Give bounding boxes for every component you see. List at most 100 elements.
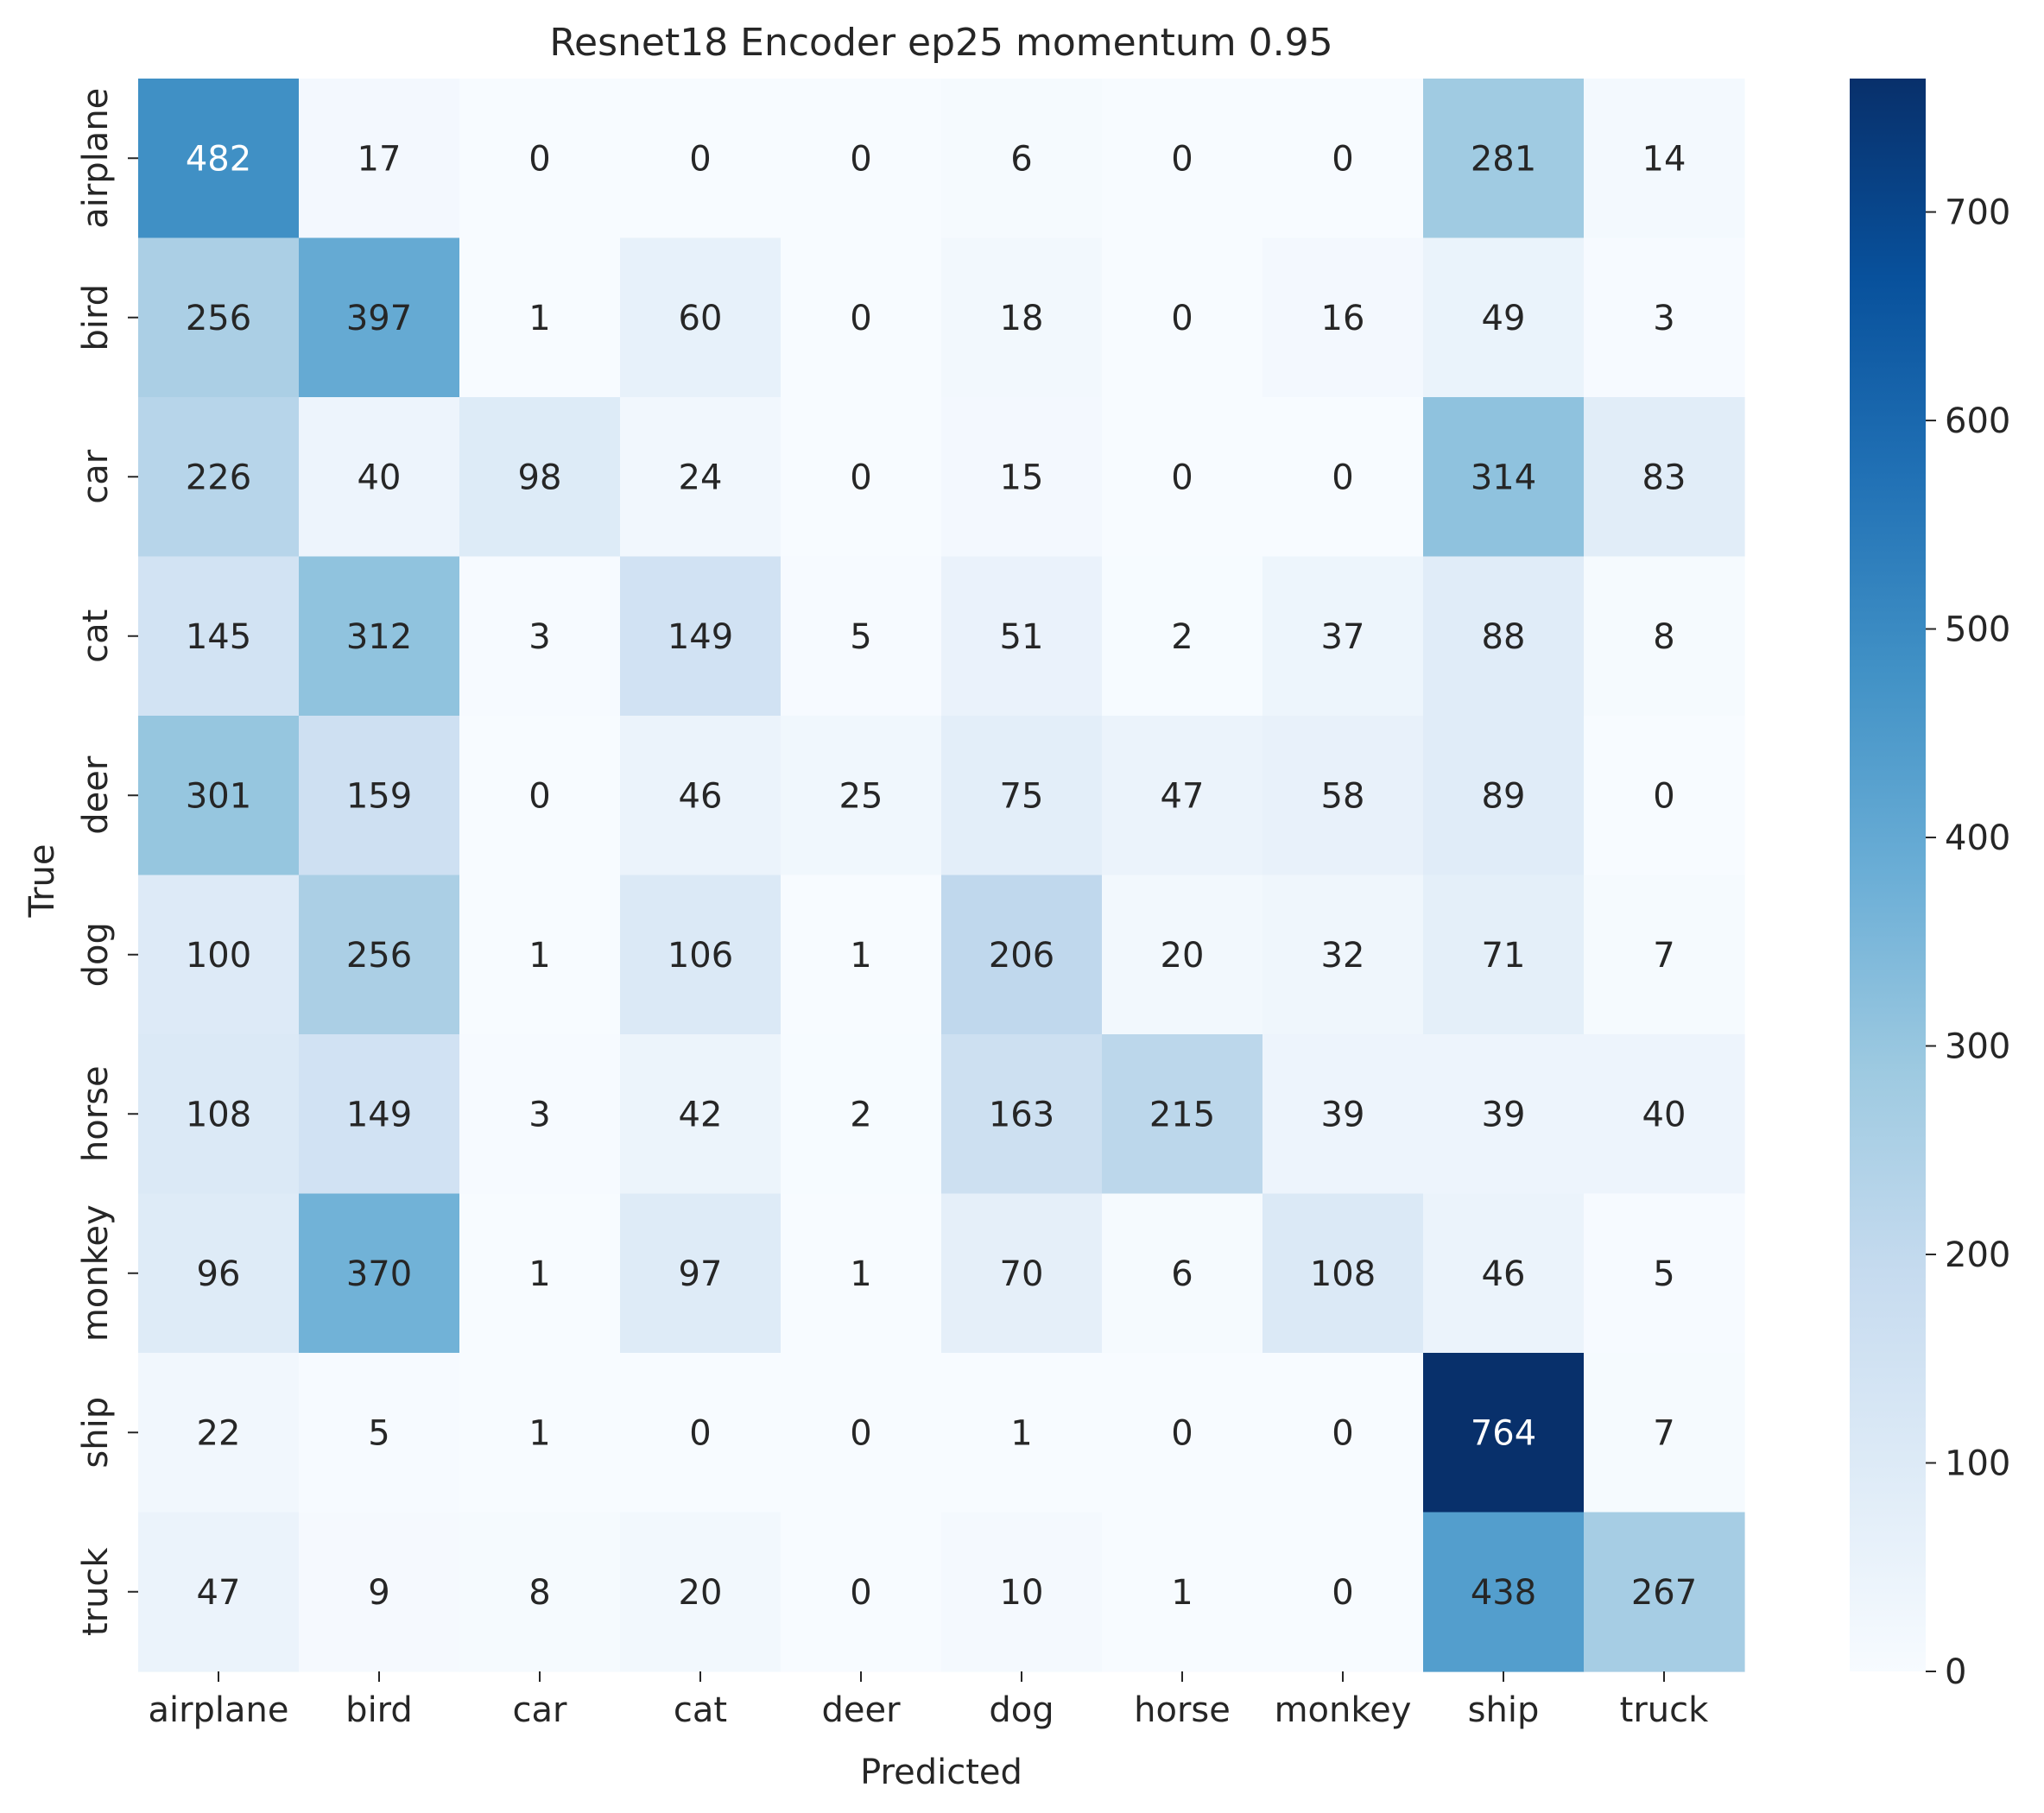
cell-value-label: 88 [1482, 617, 1526, 657]
heatmap-cell-airplane-cat [620, 79, 782, 239]
colorbar-tick-label: 0 [1945, 1652, 1966, 1692]
x-tick-label-ship: ship [1468, 1690, 1540, 1730]
cell-value-label: 60 [679, 299, 723, 338]
heatmap-cell-bird-bird [299, 237, 460, 398]
heatmap-cell-bird-cat [620, 237, 782, 398]
heatmap-cell-car-horse [1102, 397, 1263, 558]
heatmap-cell-ship-ship [1423, 1353, 1585, 1513]
cell-value-label: 3 [528, 617, 550, 657]
cell-value-label: 397 [346, 299, 412, 338]
heatmap-cell-dog-dog [941, 875, 1103, 1035]
cell-value-label: 281 [1471, 139, 1536, 179]
cell-value-label: 0 [689, 1413, 711, 1453]
x-tick-label-cat: cat [674, 1690, 727, 1730]
heatmap-cell-truck-car [459, 1512, 621, 1672]
heatmap-cell-car-truck [1584, 397, 1745, 558]
heatmap-cell-car-monkey [1262, 397, 1424, 558]
cell-value-label: 24 [679, 458, 723, 497]
heatmap-cell-bird-truck [1584, 237, 1745, 398]
cell-value-label: 0 [1332, 139, 1353, 179]
colorbar-tick-label: 300 [1945, 1027, 2010, 1067]
heatmap-cell-horse-dog [941, 1034, 1103, 1195]
cell-value-label: 1 [1171, 1573, 1193, 1613]
heatmap-cell-ship-car [459, 1353, 621, 1513]
heatmap-cell-bird-ship [1423, 237, 1585, 398]
cell-value-label: 0 [1171, 299, 1193, 338]
colorbar-tick-label: 400 [1945, 818, 2010, 858]
heatmap-cell-truck-horse [1102, 1512, 1263, 1672]
heatmap-cell-cat-deer [781, 556, 942, 717]
heatmap-cell-deer-truck [1584, 716, 1745, 876]
cell-value-label: 1 [1010, 1413, 1032, 1453]
heatmap-cell-airplane-ship [1423, 79, 1585, 239]
heatmap-cell-cat-car [459, 556, 621, 717]
cell-value-label: 159 [346, 776, 412, 816]
cell-value-label: 37 [1321, 617, 1365, 657]
cell-value-label: 51 [1000, 617, 1044, 657]
cell-value-label: 206 [989, 936, 1054, 976]
heatmap-cell-cat-ship [1423, 556, 1585, 717]
cell-value-label: 256 [346, 936, 412, 976]
cell-value-label: 312 [346, 617, 412, 657]
cell-value-label: 46 [1482, 1254, 1526, 1294]
heatmap-cell-ship-deer [781, 1353, 942, 1513]
cell-value-label: 16 [1321, 299, 1365, 338]
cell-value-label: 108 [1310, 1254, 1376, 1294]
heatmap-cell-horse-deer [781, 1034, 942, 1195]
heatmap-cell-airplane-monkey [1262, 79, 1424, 239]
heatmap-cell-monkey-airplane [138, 1193, 300, 1354]
cell-value-label: 47 [1161, 776, 1205, 816]
cell-value-label: 8 [528, 1573, 550, 1613]
heatmap-cell-car-ship [1423, 397, 1585, 558]
heatmap-cell-dog-bird [299, 875, 460, 1035]
heatmap-cell-cat-horse [1102, 556, 1263, 717]
cell-value-label: 2 [850, 1095, 871, 1134]
x-tick-label-dog: dog [989, 1690, 1054, 1730]
heatmap-cell-ship-dog [941, 1353, 1103, 1513]
heatmap-cell-ship-cat [620, 1353, 782, 1513]
heatmap-cell-bird-horse [1102, 237, 1263, 398]
heatmap-cell-car-airplane [138, 397, 300, 558]
chart-title: Resnet18 Encoder ep25 momentum 0.95 [549, 21, 1332, 65]
heatmap-cell-horse-cat [620, 1034, 782, 1195]
heatmap-cell-cat-monkey [1262, 556, 1424, 717]
heatmap-cell-deer-horse [1102, 716, 1263, 876]
y-tick-label-bird: bird [76, 284, 116, 351]
heatmap-cell-monkey-cat [620, 1193, 782, 1354]
cell-value-label: 96 [197, 1254, 241, 1294]
cell-value-label: 15 [1000, 458, 1044, 497]
colorbar-tick-label: 600 [1945, 401, 2010, 441]
heatmap-cell-airplane-truck [1584, 79, 1745, 239]
heatmap-cell-monkey-car [459, 1193, 621, 1354]
heatmap-cell-horse-horse [1102, 1034, 1263, 1195]
heatmap-cell-truck-bird [299, 1512, 460, 1672]
heatmap-cell-horse-monkey [1262, 1034, 1424, 1195]
cell-value-label: 98 [518, 458, 562, 497]
heatmap-cell-airplane-car [459, 79, 621, 239]
heatmap-cell-dog-truck [1584, 875, 1745, 1035]
cell-value-label: 108 [186, 1095, 251, 1134]
cell-value-label: 106 [668, 936, 733, 976]
y-tick-label-deer: deer [76, 755, 116, 835]
heatmap-cells [138, 79, 1745, 1672]
cell-value-label: 17 [358, 139, 402, 179]
cell-value-label: 1 [528, 299, 550, 338]
heatmap-cell-monkey-dog [941, 1193, 1103, 1354]
cell-value-label: 482 [186, 139, 251, 179]
heatmap-cell-deer-ship [1423, 716, 1585, 876]
cell-value-label: 14 [1642, 139, 1686, 179]
x-tick-label-airplane: airplane [148, 1690, 288, 1730]
heatmap-cell-bird-dog [941, 237, 1103, 398]
colorbar-tick-label: 100 [1945, 1444, 2010, 1484]
cell-value-label: 1 [850, 1254, 871, 1294]
cell-value-label: 0 [850, 299, 871, 338]
x-tick-label-monkey: monkey [1275, 1690, 1412, 1730]
heatmap-cell-airplane-dog [941, 79, 1103, 239]
y-tick-label-ship: ship [76, 1397, 116, 1469]
x-tick-label-deer: deer [821, 1690, 901, 1730]
heatmap-cell-truck-dog [941, 1512, 1103, 1672]
cell-value-label: 3 [528, 1095, 550, 1134]
cell-value-label: 256 [186, 299, 251, 338]
cell-value-label: 6 [1010, 139, 1032, 179]
heatmap-cell-dog-deer [781, 875, 942, 1035]
